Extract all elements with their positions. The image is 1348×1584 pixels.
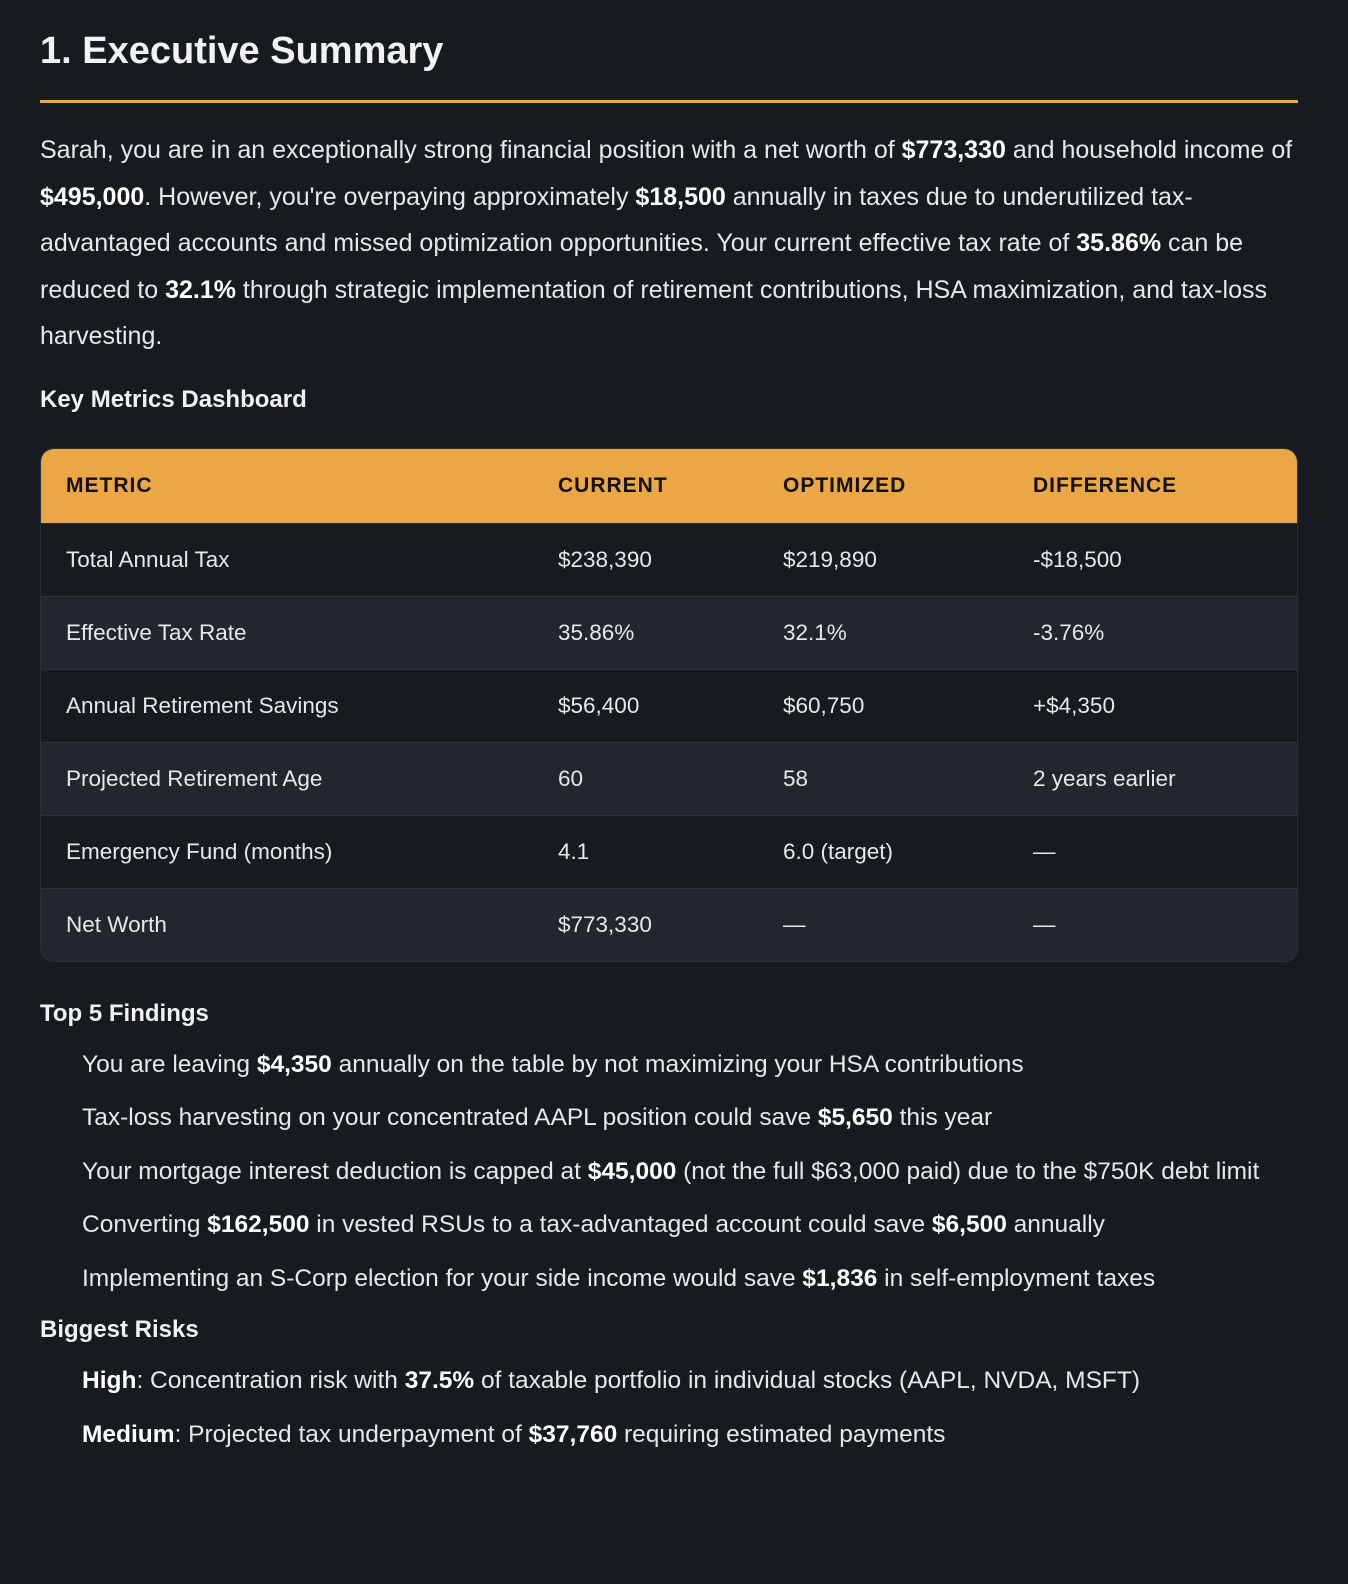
- bold-text: $4,350: [256, 1050, 332, 1078]
- table-row: Net Worth $773,330— —: [41, 887, 1297, 961]
- bold-text: $18,500: [635, 182, 726, 211]
- table-row: Effective Tax Rate 35.86% 32.1% -3.76%: [41, 595, 1297, 669]
- text-segment: : Projected tax underpayment of: [174, 1420, 529, 1448]
- bold-text: $495,000: [40, 182, 145, 211]
- page-title: 1. Executive Summary: [40, 30, 444, 72]
- bold-text: $37,760: [528, 1420, 618, 1448]
- finding-item: Tax-loss harvesting on your concentrated…: [82, 1095, 1298, 1142]
- metric-cell: Emergency Fund (months): [41, 814, 533, 888]
- text-segment: Your mortgage interest deduction is capp…: [82, 1157, 588, 1185]
- text-segment: annually on the table by not maximizing …: [331, 1050, 1024, 1078]
- text-segment: Implementing an S-Corp election for your…: [82, 1264, 803, 1292]
- metrics-table: METRIC CURRENT OPTIMIZED DIFFERENCE Tota…: [40, 447, 1298, 962]
- bold-text: 32.1%: [165, 275, 236, 304]
- findings-list: You are leaving $4,350 annually on the t…: [40, 1042, 1298, 1303]
- difference-cell: +$4,350: [1008, 668, 1297, 742]
- title-divider: [40, 100, 1298, 103]
- text-segment: annually: [1006, 1211, 1105, 1238]
- risks-list: High: Concentration risk with 37.5% of t…: [40, 1358, 1298, 1458]
- text-segment: in self-employment taxes: [877, 1264, 1156, 1292]
- current-cell: $238,390: [533, 522, 758, 596]
- text-segment: can be reduced to: [40, 229, 1244, 304]
- metric-cell: Projected Retirement Age: [41, 741, 533, 815]
- bold-text: 37.5%: [404, 1367, 475, 1394]
- optimized-cell: 58: [758, 741, 1008, 815]
- table-row: Total Annual Tax $238,390 $219,890 -$18,500: [41, 522, 1297, 596]
- text-segment: through strategic implementation of reti…: [40, 275, 1268, 351]
- document: 1. Executive Summary Sarah, you are in a…: [40, 30, 1298, 1458]
- text-segment: You are leaving: [82, 1050, 257, 1078]
- finding-item: You are leaving $4,350 annually on the t…: [82, 1042, 1298, 1089]
- text-segment: in vested RSUs to a tax-advantaged accou…: [309, 1211, 932, 1238]
- text-segment: of taxable portfolio in individual stock…: [474, 1367, 1140, 1394]
- optimized-cell: —: [758, 887, 1008, 961]
- bold-text: $45,000: [587, 1157, 677, 1185]
- finding-item: Your mortgage interest deduction is capp…: [82, 1149, 1298, 1196]
- text-segment: Tax-loss harvesting on your concentrated…: [82, 1104, 818, 1131]
- text-segment: : Concentration risk with: [136, 1367, 405, 1394]
- metrics-heading: Key Metrics Dashboard: [40, 385, 307, 413]
- optimized-cell: $219,890: [758, 522, 1008, 596]
- optimized-cell: 6.0 (target): [758, 814, 1008, 888]
- optimized-cell: 32.1%: [758, 595, 1008, 669]
- text-segment: requiring estimated payments: [617, 1420, 946, 1448]
- text-segment: Sarah, you are in an exceptionally stron…: [40, 136, 902, 164]
- difference-cell: —: [1008, 887, 1297, 961]
- text-segment: . However, you're overpaying approximate…: [144, 182, 636, 211]
- bold-text: High: [82, 1367, 137, 1394]
- bold-text: $162,500: [207, 1211, 310, 1238]
- bold-text: Medium: [82, 1420, 175, 1448]
- table-row: Projected Retirement Age 60 58 2 years earl…: [41, 741, 1297, 815]
- table-row: Annual Retirement Savings $56,400 $60,750 +…: [41, 668, 1297, 742]
- risks-heading: Biggest Risks: [40, 1316, 199, 1343]
- current-cell: $773,330: [533, 887, 758, 961]
- bold-text: $6,500: [931, 1211, 1007, 1238]
- col-difference: DIFFERENCE: [1008, 448, 1297, 523]
- bold-text: 35.86%: [1076, 229, 1162, 257]
- table-row: Emergency Fund (months) 4.1 6.0 (target) —: [41, 814, 1297, 888]
- finding-item: Implementing an S-Corp election for your…: [82, 1256, 1298, 1303]
- metric-cell: Effective Tax Rate: [41, 595, 533, 669]
- text-segment: Converting: [82, 1211, 208, 1238]
- risk-item: High: Concentration risk with 37.5% of t…: [82, 1358, 1298, 1405]
- bold-text: $1,836: [802, 1264, 878, 1292]
- bold-text: $5,650: [817, 1104, 893, 1131]
- text-segment: (not the full $63,000 paid) due to the $…: [676, 1157, 1260, 1185]
- text-segment: this year: [892, 1104, 993, 1131]
- current-cell: $56,400: [533, 668, 758, 742]
- optimized-cell: $60,750: [758, 668, 1008, 742]
- findings-heading: Top 5 Findings: [40, 999, 209, 1027]
- difference-cell: -$18,500: [1008, 522, 1297, 596]
- text-segment: and household income of: [1005, 136, 1293, 164]
- finding-item: Converting $162,500 in vested RSUs to a …: [82, 1202, 1298, 1249]
- intro-paragraph: Sarah, you are in an exceptionally stron…: [40, 127, 1298, 360]
- metric-cell: Annual Retirement Savings: [41, 668, 533, 742]
- difference-cell: 2 years earlier: [1008, 741, 1297, 815]
- current-cell: 60: [533, 741, 758, 815]
- metric-cell: Net Worth: [41, 887, 533, 961]
- text-segment: annually in taxes due to underutilized t…: [40, 182, 1193, 258]
- current-cell: 35.86%: [533, 595, 758, 669]
- bold-text: $773,330: [901, 136, 1006, 164]
- col-optimized: OPTIMIZED: [758, 448, 1008, 523]
- difference-cell: -3.76%: [1008, 595, 1297, 669]
- risk-item: Medium: Projected tax underpayment of $3…: [82, 1412, 1298, 1459]
- col-metric: METRIC: [41, 448, 533, 523]
- current-cell: 4.1: [533, 814, 758, 888]
- difference-cell: —: [1008, 814, 1297, 888]
- table-header-row: METRIC CURRENT OPTIMIZED DIFFERENCE: [41, 448, 1297, 523]
- metric-cell: Total Annual Tax: [41, 522, 533, 596]
- col-current: CURRENT: [533, 448, 758, 523]
